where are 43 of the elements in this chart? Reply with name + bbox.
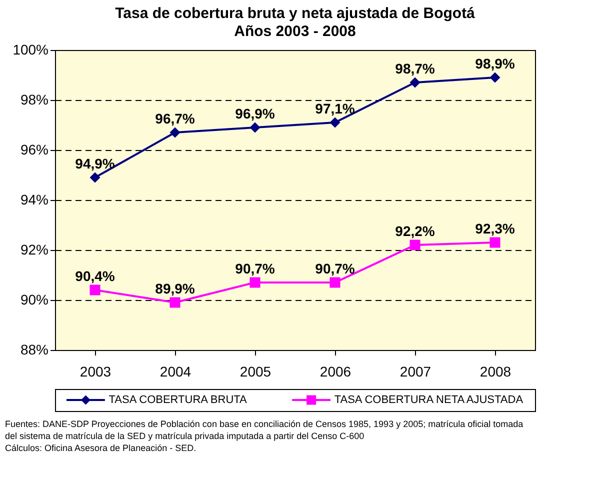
- y-tick-label: 96%: [20, 142, 48, 158]
- legend-label: TASA COBERTURA NETA AJUSTADA: [334, 394, 524, 406]
- point: [410, 77, 420, 88]
- x-tick-label: 2008: [480, 364, 512, 380]
- data-label: 92,3%: [475, 220, 516, 236]
- point: [490, 237, 500, 248]
- y-tick-label: 94%: [20, 192, 48, 208]
- x-tick-label: 2007: [400, 364, 432, 380]
- y-tick-label: 92%: [20, 242, 48, 258]
- point: [90, 284, 100, 296]
- legend-label: TASA COBERTURA BRUTA: [108, 394, 248, 406]
- x-tick-label: 2004: [160, 364, 192, 380]
- point: [250, 277, 260, 288]
- data-label: 94,9%: [75, 156, 116, 172]
- point: [410, 240, 420, 250]
- chart-title: Tasa de cobertura bruta y neta ajustada de Bogotá: [115, 5, 476, 22]
- text: Cálculos: Oficina Asesora de Planeación - SED.: [5, 443, 196, 453]
- point: [170, 127, 180, 138]
- data-label: 90,7%: [315, 260, 356, 276]
- y-tick-label: 98%: [20, 92, 48, 108]
- data-label: 96,7%: [155, 110, 196, 126]
- data-label: 98,7%: [395, 60, 436, 76]
- y-tick-label: 88%: [20, 342, 48, 358]
- data-label: 97,1%: [315, 100, 356, 116]
- data-label: 90,7%: [235, 260, 276, 276]
- data-label: 98,9%: [475, 56, 516, 72]
- y-tick-label: 100%: [12, 42, 48, 58]
- point: [330, 277, 340, 288]
- point: [330, 117, 340, 128]
- point: [170, 297, 180, 308]
- chart-subtitle: Años 2003 - 2008: [234, 23, 356, 40]
- x-tick-label: 2005: [240, 364, 272, 380]
- source-note: Fuentes: DANE-SDP Proyecciones de Población con base en conciliación de Censos 1985, 1993 y 2005; matrícula oficial tomada del sistema de matrícula de la SED y matrícula privada imputada a partir del Censo C-600: [5, 419, 524, 441]
- data-label: 96,9%: [235, 106, 276, 122]
- data-label: 90,4%: [75, 268, 116, 284]
- point: [490, 72, 500, 83]
- x-tick-label: 2006: [320, 364, 352, 380]
- y-tick-label: 90%: [20, 292, 48, 308]
- point: [90, 172, 100, 183]
- data-label: 89,9%: [155, 280, 196, 296]
- x-tick-label: 2003: [80, 364, 112, 380]
- data-label: 92,2%: [395, 223, 436, 239]
- point: [250, 122, 260, 133]
